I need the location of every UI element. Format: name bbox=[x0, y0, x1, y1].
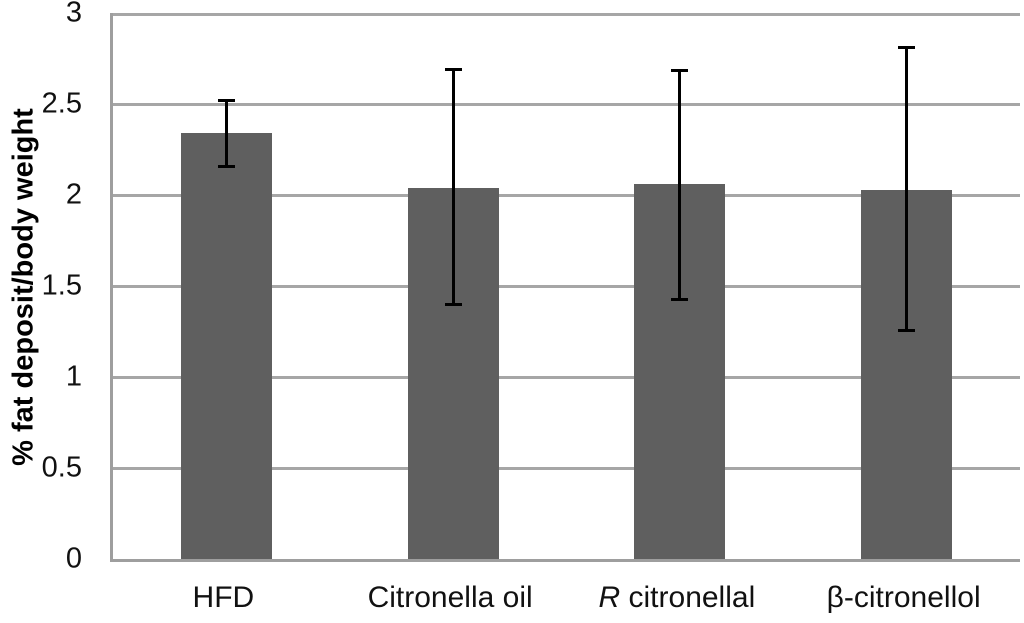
error-bar-cap-top bbox=[898, 45, 916, 49]
bar-1 bbox=[180, 133, 272, 559]
error-bar-cap-bottom bbox=[217, 164, 235, 168]
gridline bbox=[113, 375, 1020, 379]
error-bar-cap-bottom bbox=[671, 297, 689, 301]
x-category-label: HFD bbox=[192, 581, 255, 614]
gridline bbox=[113, 466, 1020, 470]
gridline bbox=[113, 193, 1020, 197]
error-bar-stem bbox=[905, 45, 909, 332]
y-tick-label: 2.5 bbox=[41, 87, 82, 120]
error-bar-cap-bottom bbox=[444, 303, 462, 307]
plot-area bbox=[110, 13, 1020, 562]
y-tick-label: 0 bbox=[65, 542, 82, 575]
gridline bbox=[113, 102, 1020, 106]
error-bar-cap-top bbox=[444, 67, 462, 71]
error-bar-cap-top bbox=[671, 69, 689, 73]
error-bar-stem bbox=[678, 69, 682, 301]
error-bar-stem bbox=[451, 67, 455, 306]
x-category-label: R citronellal bbox=[598, 581, 756, 614]
x-category-label: β-citronellol bbox=[826, 581, 981, 614]
y-tick-label: 1 bbox=[65, 360, 82, 393]
gridline bbox=[113, 284, 1020, 288]
error-bar-cap-top bbox=[217, 98, 235, 102]
y-tick-label: 3 bbox=[65, 0, 82, 29]
gridline bbox=[113, 13, 1020, 16]
y-tick-label: 1.5 bbox=[41, 269, 82, 302]
x-category-label: Citronella oil bbox=[367, 581, 533, 614]
error-bar-stem bbox=[224, 98, 228, 168]
y-tick-label: 0.5 bbox=[41, 451, 82, 484]
y-tick-label: 2 bbox=[65, 178, 82, 211]
error-bar-cap-bottom bbox=[898, 328, 916, 332]
